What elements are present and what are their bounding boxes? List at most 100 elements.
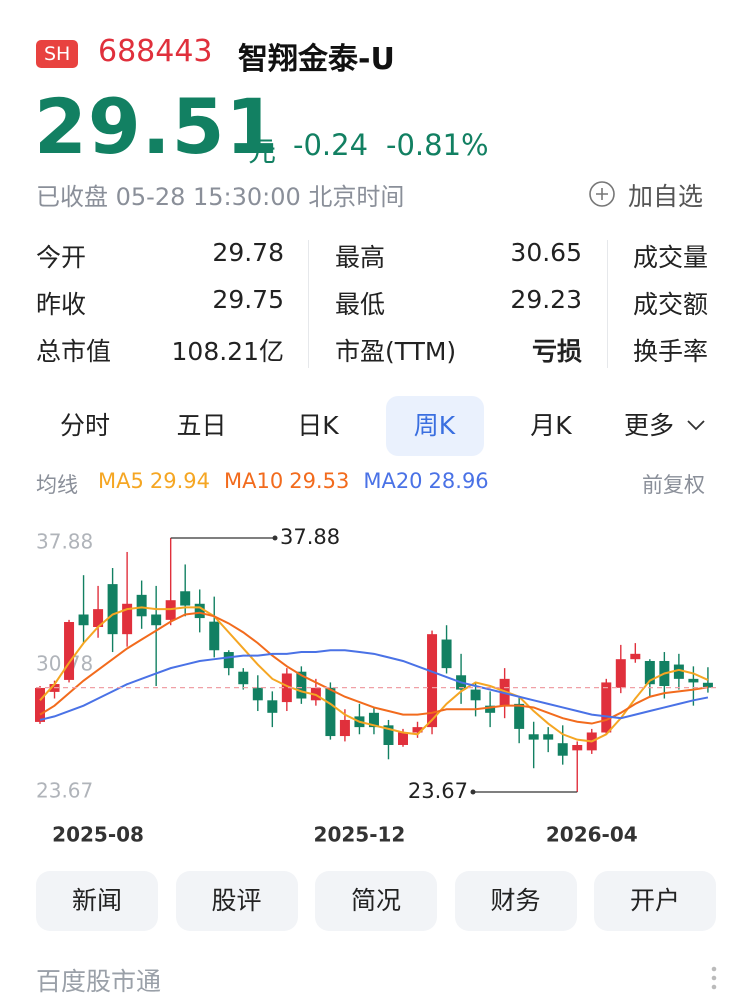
legend-entry: MA10 29.53 — [224, 469, 349, 493]
candle-body — [427, 634, 438, 728]
candle-body — [630, 653, 641, 660]
candle-body — [194, 603, 205, 619]
candle-body — [267, 700, 278, 713]
tab[interactable]: 月K — [530, 411, 572, 440]
divider — [308, 240, 309, 368]
stock-code: 688443 — [98, 34, 213, 69]
legend-entry: MA20 28.96 — [363, 469, 488, 493]
change-pct: -0.81% — [386, 128, 489, 162]
legend-entry: MA5 29.94 — [98, 469, 210, 493]
candle-body — [398, 732, 408, 745]
candle-body — [252, 687, 263, 701]
max-label: 37.88 — [280, 525, 340, 549]
stat-label: 最低 — [335, 290, 386, 319]
chart: 37.8830.7823.672025-082025-122026-0437.8… — [35, 525, 716, 847]
candle-body — [281, 673, 292, 703]
candle-body — [557, 743, 568, 756]
y-tick-label: 23.67 — [36, 779, 93, 803]
candle-body — [615, 659, 626, 688]
tab[interactable]: 周K — [413, 411, 456, 440]
active-tab-bg — [386, 396, 484, 456]
candle-body — [572, 744, 583, 751]
stat-label: 总市值 — [36, 337, 112, 366]
add-icon[interactable] — [588, 180, 616, 208]
change: -0.24 — [293, 128, 369, 162]
tab[interactable]: 分时 — [59, 411, 110, 440]
candle-body — [238, 671, 249, 685]
action-button[interactable]: 股评 — [175, 871, 298, 931]
tab[interactable]: 更多 — [624, 411, 675, 440]
action-button[interactable]: 开户 — [594, 871, 716, 931]
stat-value: 30.65 — [510, 238, 582, 267]
min-dot — [470, 789, 476, 795]
action-button[interactable]: 简况 — [315, 871, 437, 931]
action-button[interactable]: 新闻 — [36, 871, 158, 931]
stat-value: 29.75 — [212, 285, 284, 314]
candle-body — [136, 594, 147, 617]
stat-label: 最高 — [335, 243, 386, 272]
candle-body — [470, 689, 481, 701]
stat-value: 108.21亿 — [171, 337, 284, 366]
action-button[interactable]: 财务 — [454, 871, 577, 931]
candle-body — [339, 719, 350, 737]
legend-name: MA5 — [98, 469, 144, 493]
candle-body — [151, 614, 162, 626]
ma-line — [39, 606, 709, 743]
x-tick-label: 2025-08 — [52, 823, 144, 847]
x-tick-label: 2026-04 — [546, 823, 638, 847]
candle-body — [223, 652, 234, 669]
candle-body — [514, 703, 525, 729]
stat-label: 成交额 — [633, 290, 709, 319]
market-status: 已收盘 05-28 15:30:00 北京时间 — [36, 183, 405, 211]
candle-body — [325, 687, 336, 737]
adjust-mode[interactable]: 前复权 — [642, 473, 705, 497]
tab[interactable]: 五日 — [176, 411, 227, 440]
candle-body — [673, 664, 684, 679]
candle-body — [64, 622, 75, 680]
candle-body — [688, 678, 699, 683]
stat-label: 换手率 — [633, 337, 709, 366]
stat-label: 昨收 — [36, 290, 87, 319]
legend-value: 29.53 — [289, 469, 350, 493]
candle-body — [93, 609, 104, 628]
more-icon[interactable] — [708, 964, 720, 994]
legend-value: 28.96 — [428, 469, 489, 493]
candle-body — [368, 712, 379, 728]
legend-name: MA10 — [223, 469, 284, 493]
candle-body — [78, 614, 89, 626]
candle-body — [528, 734, 539, 740]
legend-value: 29.94 — [149, 469, 210, 493]
candle-body — [35, 687, 45, 722]
ma-legend: MA5 29.94 MA10 29.53 MA20 28.96 — [98, 469, 503, 493]
candle-body — [412, 727, 423, 733]
candle-body — [644, 660, 655, 685]
candle-body — [180, 591, 191, 606]
legend-name: MA20 — [363, 469, 423, 493]
ma-line — [39, 649, 709, 721]
max-dot — [272, 535, 278, 541]
chevron — [687, 420, 705, 431]
candle-body — [296, 671, 307, 699]
stat-value: 亏损 — [531, 337, 582, 366]
x-tick-label: 2025-12 — [314, 823, 406, 847]
exchange-badge: SH — [36, 40, 79, 68]
min-label: 23.67 — [408, 779, 468, 803]
stat-value: 29.23 — [510, 285, 582, 314]
tab[interactable]: 日K — [297, 411, 339, 440]
candle-body — [543, 734, 554, 740]
stat-value: 29.78 — [212, 238, 284, 267]
stat-label: 成交量 — [633, 243, 709, 272]
footer: 百度股市通 — [36, 967, 162, 996]
price: 29.51 — [34, 82, 280, 171]
candle-body — [441, 639, 452, 669]
stat-label: 今开 — [36, 243, 87, 272]
candle-body — [702, 682, 713, 688]
divider — [607, 240, 608, 368]
candle-body — [209, 621, 220, 651]
stat-label: 市盈(TTM) — [335, 337, 457, 366]
candle-body — [601, 682, 612, 733]
candle-body — [383, 725, 394, 745]
add-watchlist[interactable]: 加自选 — [628, 182, 704, 211]
stock-name: 智翔金泰-U — [238, 42, 395, 77]
